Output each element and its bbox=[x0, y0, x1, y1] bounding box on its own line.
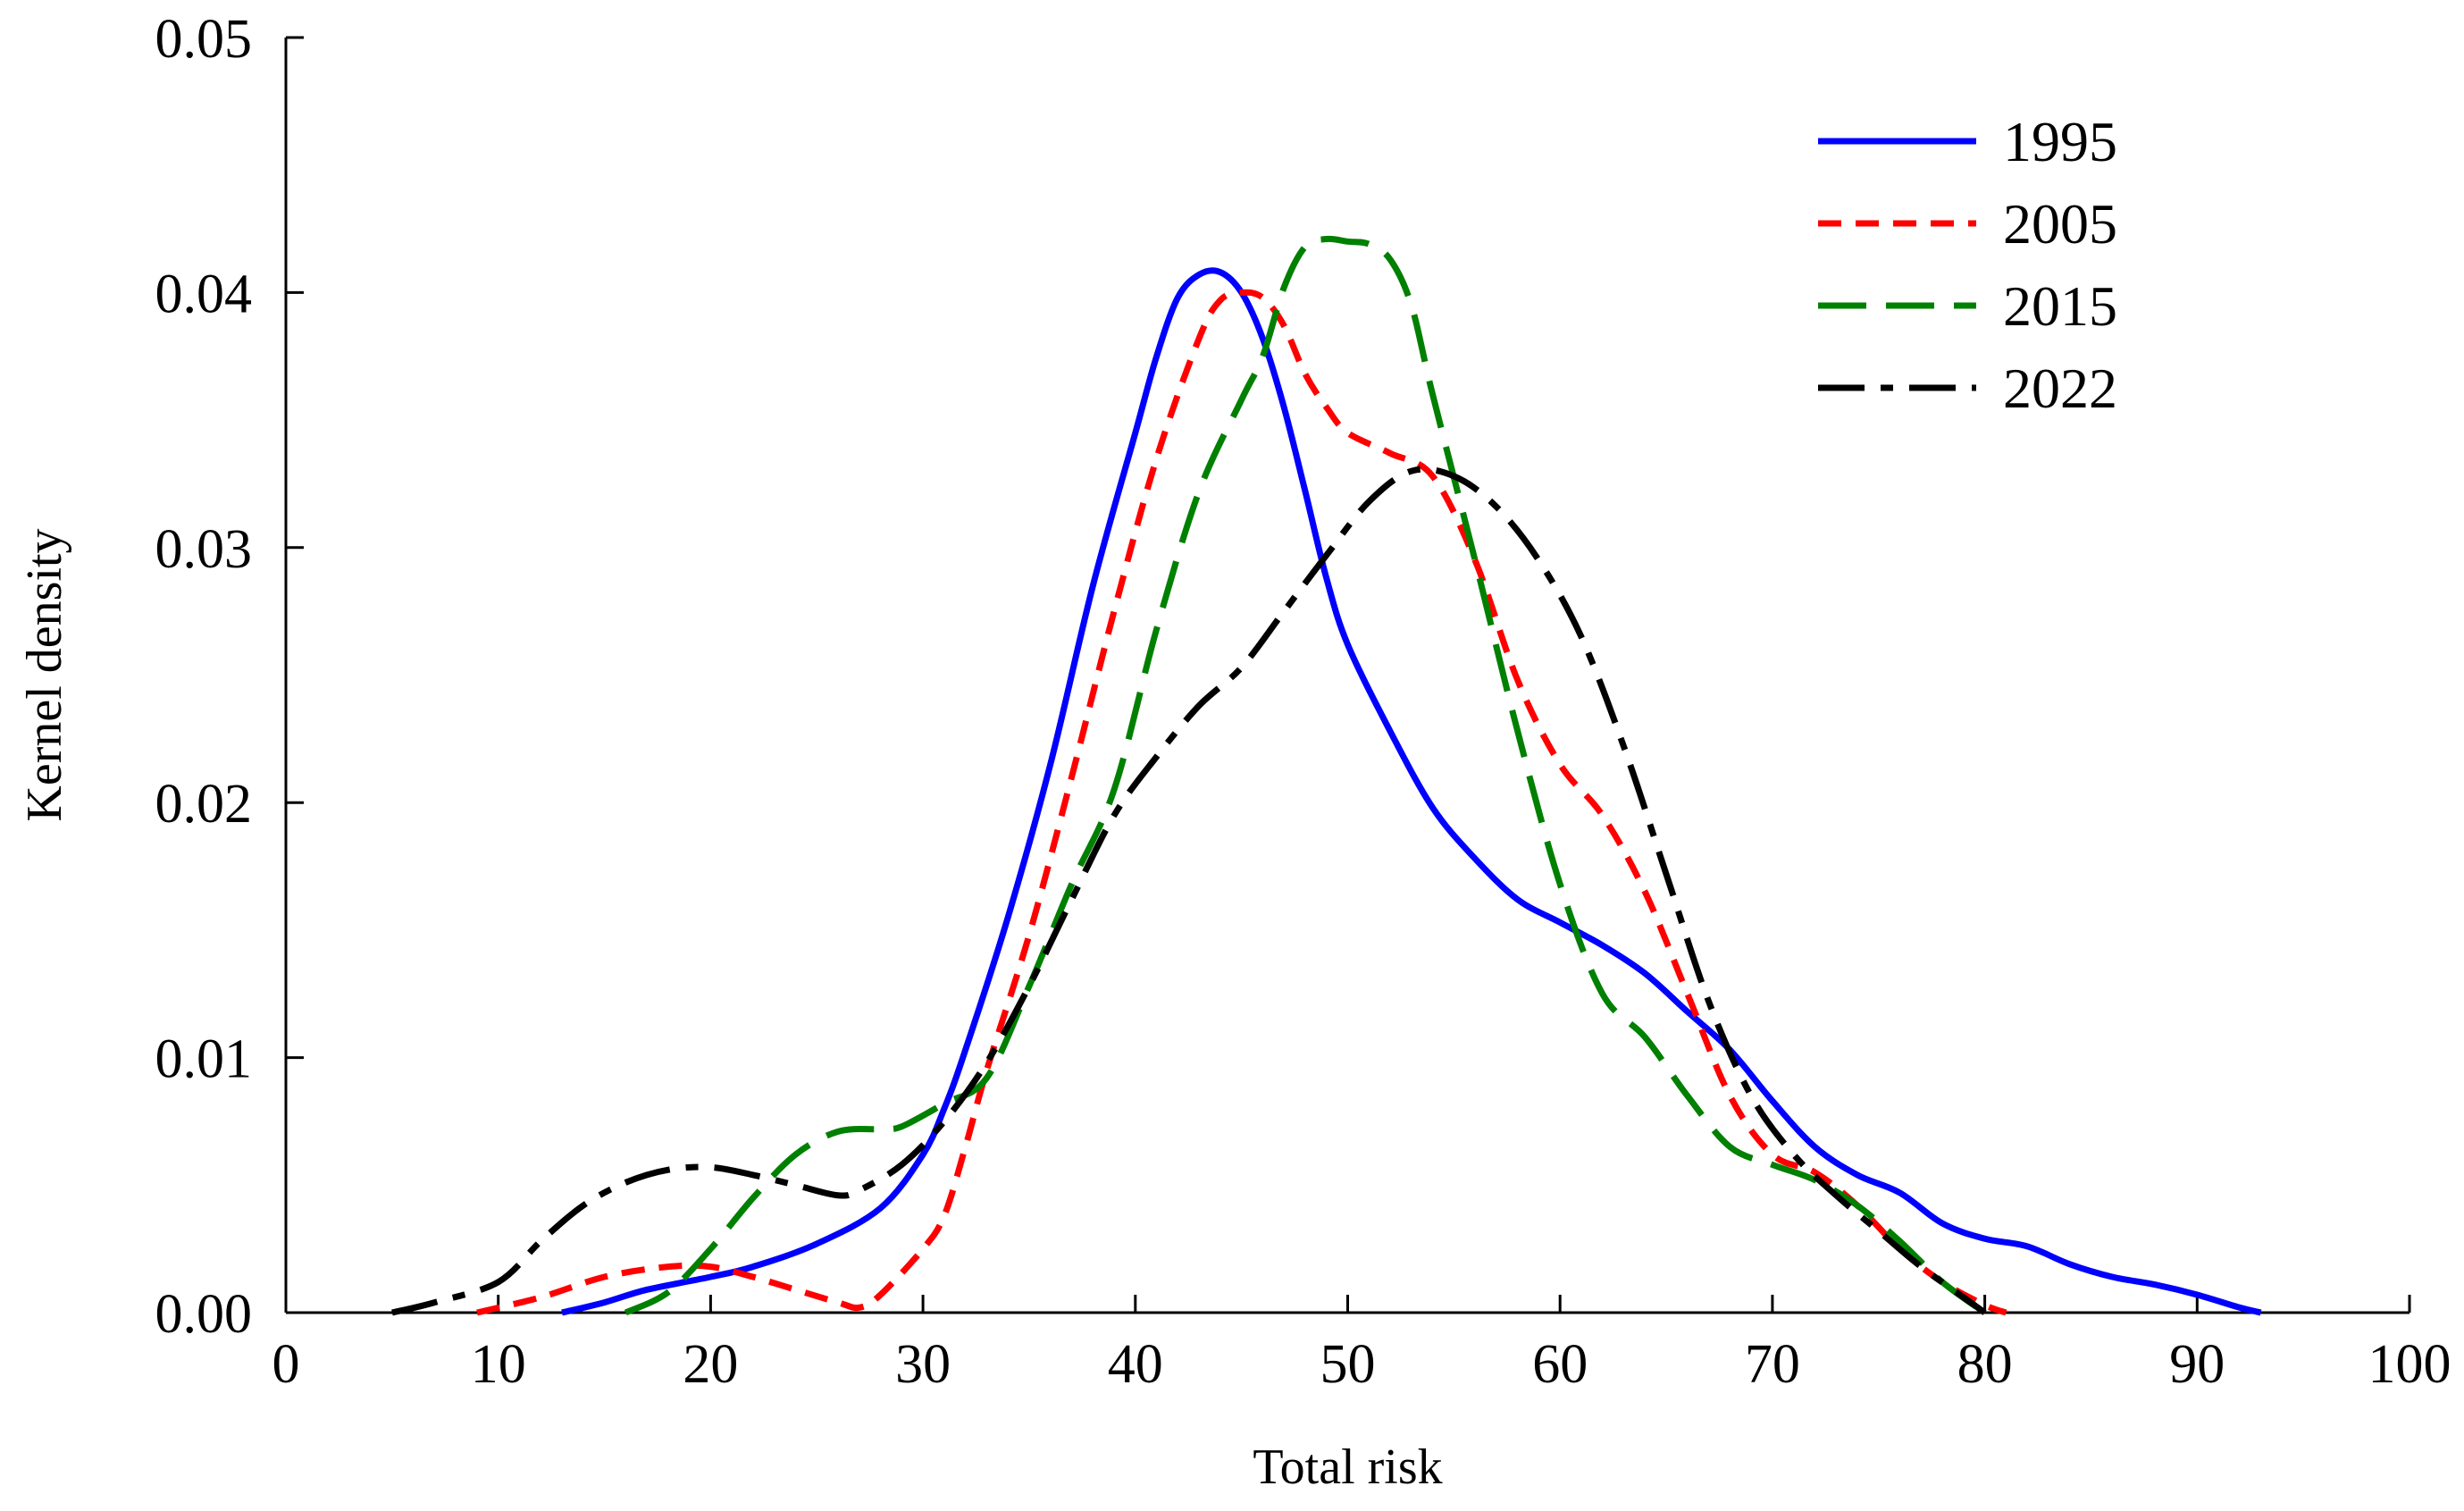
legend-label-2022: 2022 bbox=[2003, 357, 2117, 420]
legend-label-1995: 1995 bbox=[2003, 110, 2117, 173]
series-line-1995 bbox=[561, 267, 2262, 1316]
x-tick-label: 40 bbox=[1108, 1334, 1163, 1395]
legend: 1995 2005 2015 2022 bbox=[1818, 110, 2117, 420]
x-tick-label: 80 bbox=[1957, 1334, 2013, 1395]
x-tick-label: 90 bbox=[2169, 1334, 2225, 1395]
series-lines bbox=[391, 235, 2262, 1316]
series-line-2015 bbox=[624, 235, 1987, 1316]
y-tick-label: 0.01 bbox=[155, 1029, 253, 1090]
series-line-2005 bbox=[476, 289, 2007, 1316]
x-tick-label: 60 bbox=[1532, 1334, 1588, 1395]
x-tick-label: 20 bbox=[683, 1334, 738, 1395]
y-tick-label: 0.04 bbox=[155, 264, 253, 324]
y-tick-label: 0.03 bbox=[155, 519, 253, 580]
legend-label-2005: 2005 bbox=[2003, 192, 2117, 256]
x-axis-title: Total risk bbox=[1253, 1440, 1442, 1495]
x-tick-label: 100 bbox=[2368, 1334, 2451, 1395]
series-line-2022 bbox=[391, 466, 1987, 1316]
x-tick-label: 10 bbox=[471, 1334, 526, 1395]
x-tick-label: 70 bbox=[1745, 1334, 1800, 1395]
y-tick-label: 0.00 bbox=[155, 1284, 253, 1345]
x-tick-label: 50 bbox=[1320, 1334, 1376, 1395]
x-tick-label: 30 bbox=[895, 1334, 951, 1395]
axes: 0 10 20 30 40 50 60 70 80 90 100 0.00 0.01 0.02 0.03 0.… bbox=[155, 9, 2451, 1395]
legend-label-2015: 2015 bbox=[2003, 274, 2117, 338]
y-tick-label: 0.02 bbox=[155, 774, 253, 835]
x-tick-label: 0 bbox=[272, 1334, 300, 1395]
y-axis-title: Kernel density bbox=[17, 528, 72, 821]
y-tick-label: 0.05 bbox=[155, 9, 253, 70]
